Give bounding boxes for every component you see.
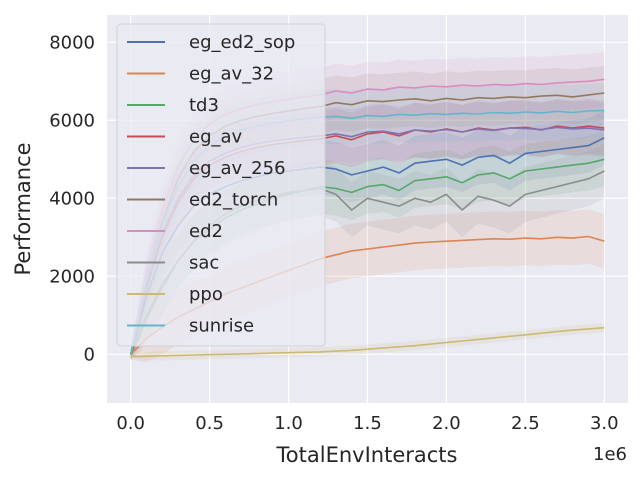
legend-label-sac: sac [189,253,219,274]
y-tick-label: 2000 [49,266,95,287]
x-tick-label: 2.5 [511,413,540,434]
y-tick-label: 4000 [49,188,95,209]
x-tick-label: 1.0 [274,413,303,434]
y-tick-label: 8000 [49,32,95,53]
x-tick-label: 0.5 [195,413,224,434]
legend-label-ed2: ed2 [189,221,223,242]
series-band-eg_av_32 [130,209,605,363]
x-tick-label: 0.0 [116,413,145,434]
x-tick-label: 3.0 [590,413,619,434]
y-tick-label: 0 [84,344,95,365]
x-offset-label: 1e6 [593,444,627,465]
y-axis-title: Performance [11,142,35,275]
legend-label-eg_av_32: eg_av_32 [189,64,274,85]
legend-label-ppo: ppo [189,284,223,305]
legend-label-eg_ed2_sop: eg_ed2_sop [189,32,295,53]
y-tick-labels: 0 2000 4000 6000 8000 [49,32,95,365]
series-line-ppo [130,326,605,358]
legend-label-eg_av: eg_av [189,127,243,148]
x-tick-label: 1.5 [353,413,382,434]
x-axis-title: TotalEnvInteracts [276,443,458,467]
legend-box [116,23,326,347]
legend-label-ed2_torch: ed2_torch [189,190,278,211]
legend-label-eg_av_256: eg_av_256 [189,158,286,179]
legend: eg_ed2_sop eg_av_32 td3 eg_av eg_av_256 ed2_t… [116,23,326,347]
x-tick-labels: 0.0 0.5 1.0 1.5 2.0 2.5 3.0 [116,413,618,434]
y-tick-label: 6000 [49,110,95,131]
x-tick-label: 2.0 [432,413,461,434]
series-band-ppo [130,323,605,361]
legend-label-sunrise: sunrise [189,316,254,337]
legend-label-td3: td3 [189,95,219,116]
